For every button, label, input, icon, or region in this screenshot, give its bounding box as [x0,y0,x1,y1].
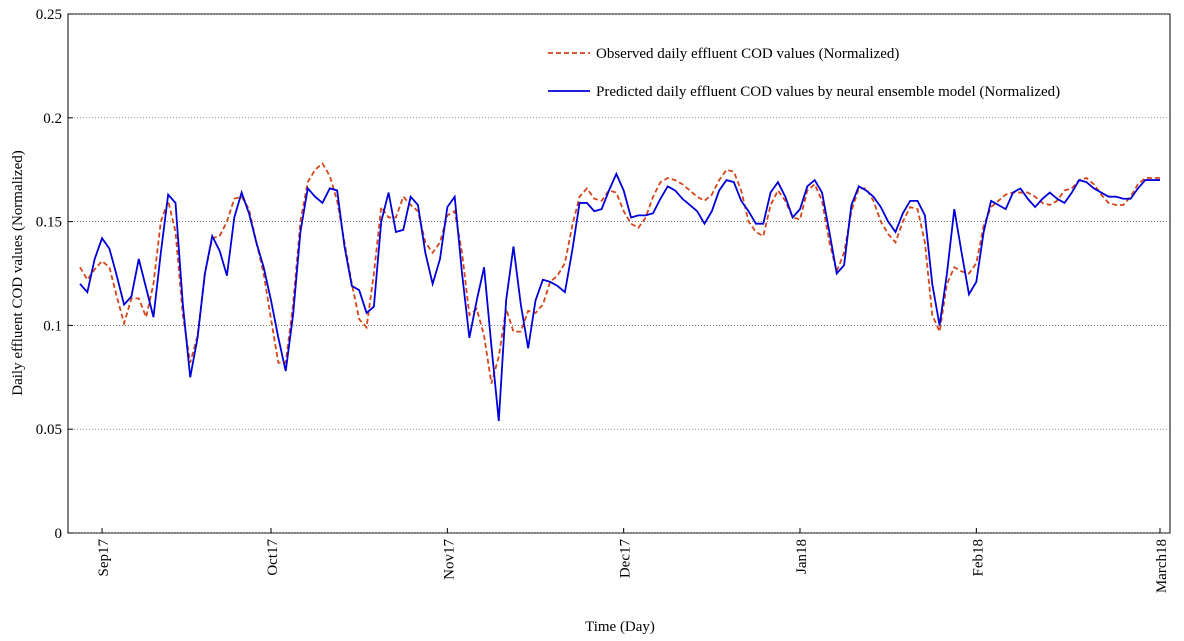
plot-frame [67,13,1171,534]
y-tick-label: 0 [55,526,63,542]
y-tick-label: 0.2 [43,111,62,127]
x-axis-label: Time (Day) [585,619,655,635]
series-line [79,162,1160,384]
x-tick-label: Oct17 [265,539,281,576]
x-tick-label: March18 [1154,539,1170,593]
y-tick-label: 0.25 [36,7,62,23]
x-tick-label: Feb18 [970,539,986,577]
series-line [79,171,1160,421]
y-tick-label: 0.05 [36,422,62,438]
x-tick-label: Sep17 [96,539,112,577]
x-tick-label: Dec17 [618,539,634,579]
y-tick-label: 0.15 [36,215,62,231]
x-tick-label: Jan18 [794,539,810,574]
y-axis-label: Daily effluent COD values (Normalized) [10,150,26,395]
x-tick-label: Nov17 [441,539,457,580]
y-tick-label: 0.1 [43,318,62,334]
legend-label: Predicted daily effluent COD values by n… [596,84,1060,100]
legend-label: Observed daily effluent COD values (Norm… [596,46,899,62]
